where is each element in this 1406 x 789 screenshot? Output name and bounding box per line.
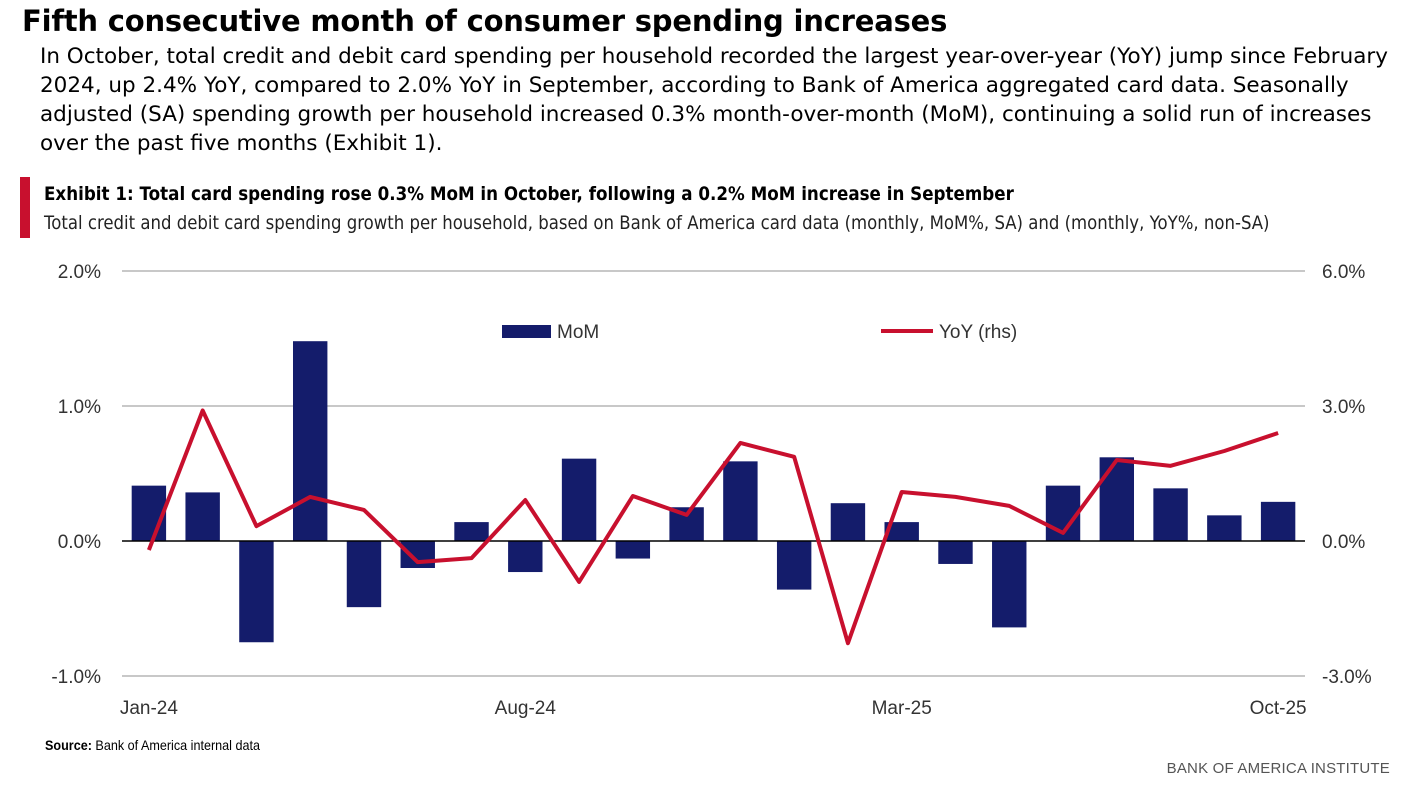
intro-paragraph: In October, total credit and debit card … bbox=[40, 44, 1388, 156]
x-tick-label: Jan-24 bbox=[120, 698, 179, 719]
right-tick-label: -3.0% bbox=[1322, 667, 1372, 688]
x-tick-label: Aug-24 bbox=[495, 698, 557, 719]
mom-bar bbox=[1260, 501, 1296, 541]
mom-bar bbox=[292, 341, 328, 541]
source-label: Source: bbox=[45, 737, 92, 753]
mom-bar bbox=[1207, 515, 1242, 541]
source-note: Source: Bank of America internal data bbox=[45, 737, 260, 753]
right-tick-label: 0.0% bbox=[1322, 532, 1365, 553]
exhibit-subtitle: Total credit and debit card spending gro… bbox=[44, 212, 1270, 234]
exhibit-accent-bar bbox=[20, 177, 30, 238]
mom-bar bbox=[938, 541, 973, 564]
mom-bar bbox=[723, 461, 758, 541]
left-tick-label: 1.0% bbox=[58, 397, 101, 418]
left-tick-label: 0.0% bbox=[58, 532, 101, 553]
source-text: Bank of America internal data bbox=[91, 737, 261, 753]
mom-bar bbox=[992, 541, 1027, 628]
mom-bar bbox=[185, 492, 220, 541]
legend-mom-label: MoM bbox=[557, 322, 599, 343]
brand-label: BANK OF AMERICA INSTITUTE bbox=[1166, 760, 1390, 777]
mom-bar bbox=[131, 485, 167, 541]
mom-bar bbox=[508, 541, 543, 573]
mom-bar bbox=[561, 458, 597, 541]
mom-bar bbox=[1153, 488, 1188, 541]
x-tick-label: Mar-25 bbox=[872, 698, 932, 719]
legend-mom-swatch bbox=[502, 325, 551, 338]
mom-bar bbox=[615, 541, 651, 559]
mom-bar bbox=[239, 541, 274, 643]
right-tick-label: 3.0% bbox=[1322, 397, 1365, 418]
mom-bar bbox=[884, 522, 919, 541]
x-tick-label: Oct-25 bbox=[1250, 698, 1307, 719]
mom-bar bbox=[454, 522, 489, 541]
page-title: Fifth consecutive month of consumer spen… bbox=[22, 4, 948, 38]
mom-bar bbox=[346, 541, 382, 608]
mom-bar bbox=[1099, 457, 1135, 541]
right-tick-label: 6.0% bbox=[1322, 262, 1365, 283]
left-tick-label: 2.0% bbox=[58, 262, 101, 283]
mom-bar bbox=[830, 503, 866, 541]
yoy-line bbox=[147, 408, 1279, 646]
mom-bar bbox=[776, 541, 812, 590]
exhibit-title: Exhibit 1: Total card spending rose 0.3%… bbox=[44, 183, 1014, 205]
left-tick-label: -1.0% bbox=[51, 667, 101, 688]
legend-yoy-label: YoY (rhs) bbox=[939, 322, 1017, 343]
